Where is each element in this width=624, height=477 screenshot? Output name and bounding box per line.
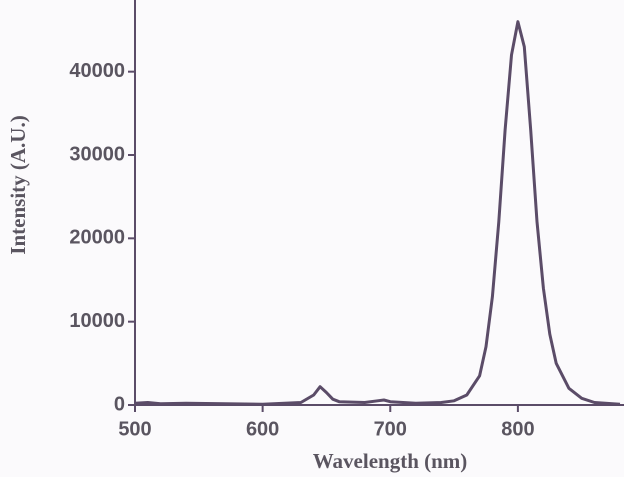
x-tick-label: 800 xyxy=(501,418,534,440)
line xyxy=(134,20,621,406)
x-tick-label: 600 xyxy=(246,418,279,440)
x-tick-label: 500 xyxy=(118,418,151,440)
x-tick-label: 700 xyxy=(374,418,407,440)
y-tick-label: 0 xyxy=(114,393,125,415)
y-tick-label: 10000 xyxy=(69,310,125,332)
x-axis-label: Wavelength (nm) xyxy=(313,449,468,473)
y-axis-label: Intensity (A.U.) xyxy=(6,115,30,254)
y-tick-label: 30000 xyxy=(69,143,125,165)
y-tick-label: 40000 xyxy=(69,60,125,82)
y-tick-label: 20000 xyxy=(69,227,125,249)
